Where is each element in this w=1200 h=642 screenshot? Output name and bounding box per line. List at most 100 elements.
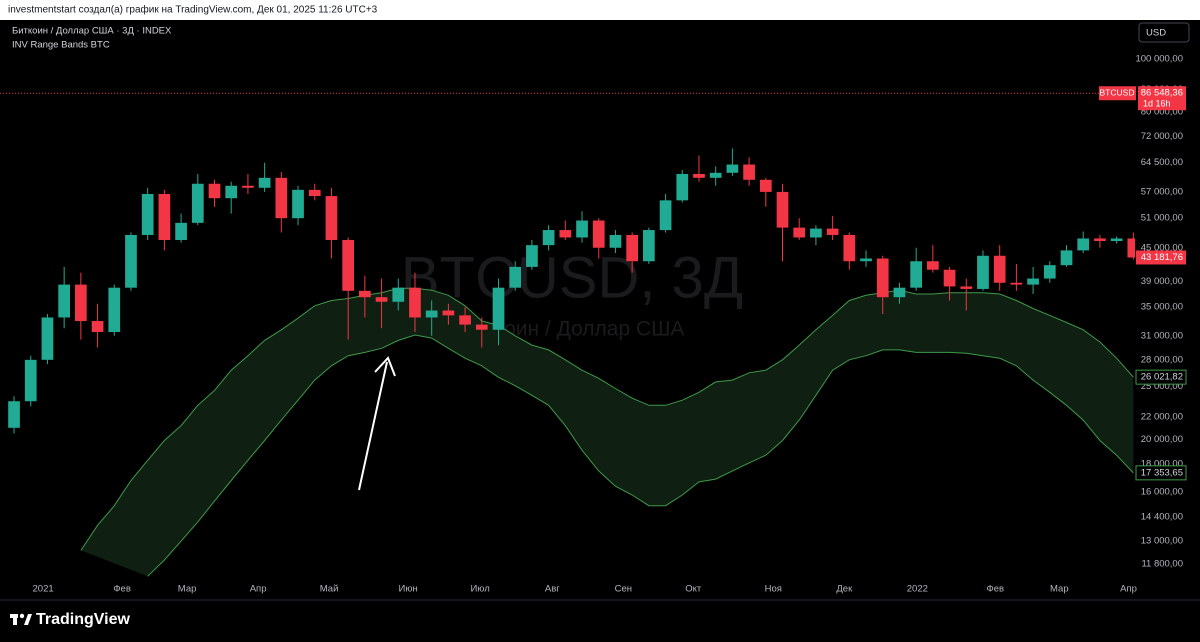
candle-body xyxy=(927,261,939,270)
candle-body xyxy=(810,228,822,238)
candle-body xyxy=(242,185,254,188)
candle-body xyxy=(659,200,672,231)
candle-body xyxy=(960,286,973,289)
candle-body xyxy=(91,321,104,333)
candle-body xyxy=(759,179,772,192)
y-tick-label: 100 000,00 xyxy=(1135,54,1183,65)
candle-body xyxy=(793,227,806,238)
y-tick-label: 64 500,00 xyxy=(1141,157,1183,168)
annotation-arrow xyxy=(358,356,396,491)
y-tick-label: 31 000,00 xyxy=(1141,330,1183,341)
candle-body xyxy=(893,287,906,298)
candle-body xyxy=(509,266,522,288)
candle-body xyxy=(375,297,388,302)
candle-body xyxy=(459,315,471,325)
candle-body xyxy=(8,401,20,428)
candle-body xyxy=(592,220,605,248)
candle-body xyxy=(125,234,137,288)
x-tick-label: Май xyxy=(320,584,339,595)
candle-body xyxy=(308,189,321,197)
last-price-symbol: BTCUSD xyxy=(1100,87,1135,97)
candle-body xyxy=(709,172,722,178)
x-tick-label: Июл xyxy=(470,584,489,595)
candle-body xyxy=(75,284,87,322)
y-tick-label: 80 000,00 xyxy=(1141,106,1183,117)
candle-body xyxy=(626,234,638,262)
x-tick-label: Апр xyxy=(250,584,267,595)
candle-body xyxy=(1060,250,1073,266)
candle-body xyxy=(208,183,221,199)
candle-body xyxy=(175,222,187,241)
y-tick-label: 13 000,00 xyxy=(1141,536,1183,547)
x-tick-label: Ноя xyxy=(765,584,782,595)
band-label: 17 353,65 xyxy=(1141,467,1183,478)
y-tick-label: 57 000,00 xyxy=(1141,186,1183,197)
candle-body xyxy=(342,240,354,291)
candle-body xyxy=(943,269,956,287)
y-tick-label: 45 000,00 xyxy=(1141,242,1183,253)
legend-symbol: Биткоин / Доллар США · 3Д · INDEX xyxy=(12,26,172,37)
y-tick-label: 18 000,00 xyxy=(1141,459,1183,470)
candle-body xyxy=(826,228,839,235)
candle-body xyxy=(1094,238,1106,242)
x-tick-label: Фев xyxy=(987,584,1005,595)
x-tick-label: 2021 xyxy=(33,584,54,595)
y-tick-label: 20 000,00 xyxy=(1141,434,1183,445)
band-label-box xyxy=(1135,369,1187,385)
candle-body xyxy=(41,317,54,360)
candle-body xyxy=(977,255,989,289)
candle-body xyxy=(643,230,655,262)
candle-body xyxy=(492,287,505,330)
header-text: investmentstart создал(а) график на Trad… xyxy=(8,4,378,16)
candle-body xyxy=(258,177,271,188)
candle-body xyxy=(1127,238,1135,258)
candle-body xyxy=(409,287,421,318)
candle-body xyxy=(1027,278,1039,285)
y-tick-label: 16 000,00 xyxy=(1141,487,1183,498)
candle-body xyxy=(1010,282,1023,285)
candle-body xyxy=(225,185,238,199)
legend-indicator: INV Range Bands BTC xyxy=(12,40,110,51)
last-price-symbol-box xyxy=(1099,86,1136,101)
candle-body xyxy=(576,220,588,238)
footer-logo: TradingView xyxy=(36,611,131,628)
x-tick-label: Сен xyxy=(615,584,632,595)
candle-body xyxy=(359,290,371,298)
y-tick-label: 28 000,00 xyxy=(1141,354,1183,365)
candle-body xyxy=(609,234,622,248)
currency-button-label[interactable]: USD xyxy=(1146,28,1166,39)
candle-body xyxy=(993,255,1006,283)
x-tick-label: Июн xyxy=(399,584,418,595)
candle-body xyxy=(860,258,872,262)
candle-body xyxy=(559,230,572,238)
candle-body xyxy=(776,191,789,228)
candle-body xyxy=(191,183,204,223)
watermark-symbol: BTCUSD, 3Д xyxy=(401,245,743,310)
candle-body xyxy=(876,258,889,298)
candle-body xyxy=(475,324,488,330)
candle-body xyxy=(743,164,755,180)
candle-body xyxy=(392,287,405,302)
x-tick-label: Окт xyxy=(685,584,702,595)
candle-body xyxy=(676,173,689,201)
candle-body xyxy=(108,287,121,333)
x-tick-label: Дек xyxy=(836,584,853,595)
y-tick-label: 22 000,00 xyxy=(1141,411,1183,422)
y-tick-label: 51 000,00 xyxy=(1141,213,1183,224)
close-label-box xyxy=(1136,250,1186,265)
band-lower-line xyxy=(147,334,1134,577)
band-upper-line xyxy=(80,287,1134,551)
candle-body xyxy=(58,284,70,318)
x-tick-label: Мар xyxy=(178,584,197,595)
x-tick-label: 2022 xyxy=(907,584,928,595)
currency-button[interactable] xyxy=(1138,22,1190,43)
candle-body xyxy=(325,196,338,241)
candle-body xyxy=(442,310,455,316)
candle-body xyxy=(158,193,171,241)
tv-logo-icon xyxy=(10,613,32,625)
y-tick-label: 14 400,00 xyxy=(1141,511,1183,522)
plot-area xyxy=(8,148,1135,577)
last-price-box xyxy=(1138,86,1186,111)
